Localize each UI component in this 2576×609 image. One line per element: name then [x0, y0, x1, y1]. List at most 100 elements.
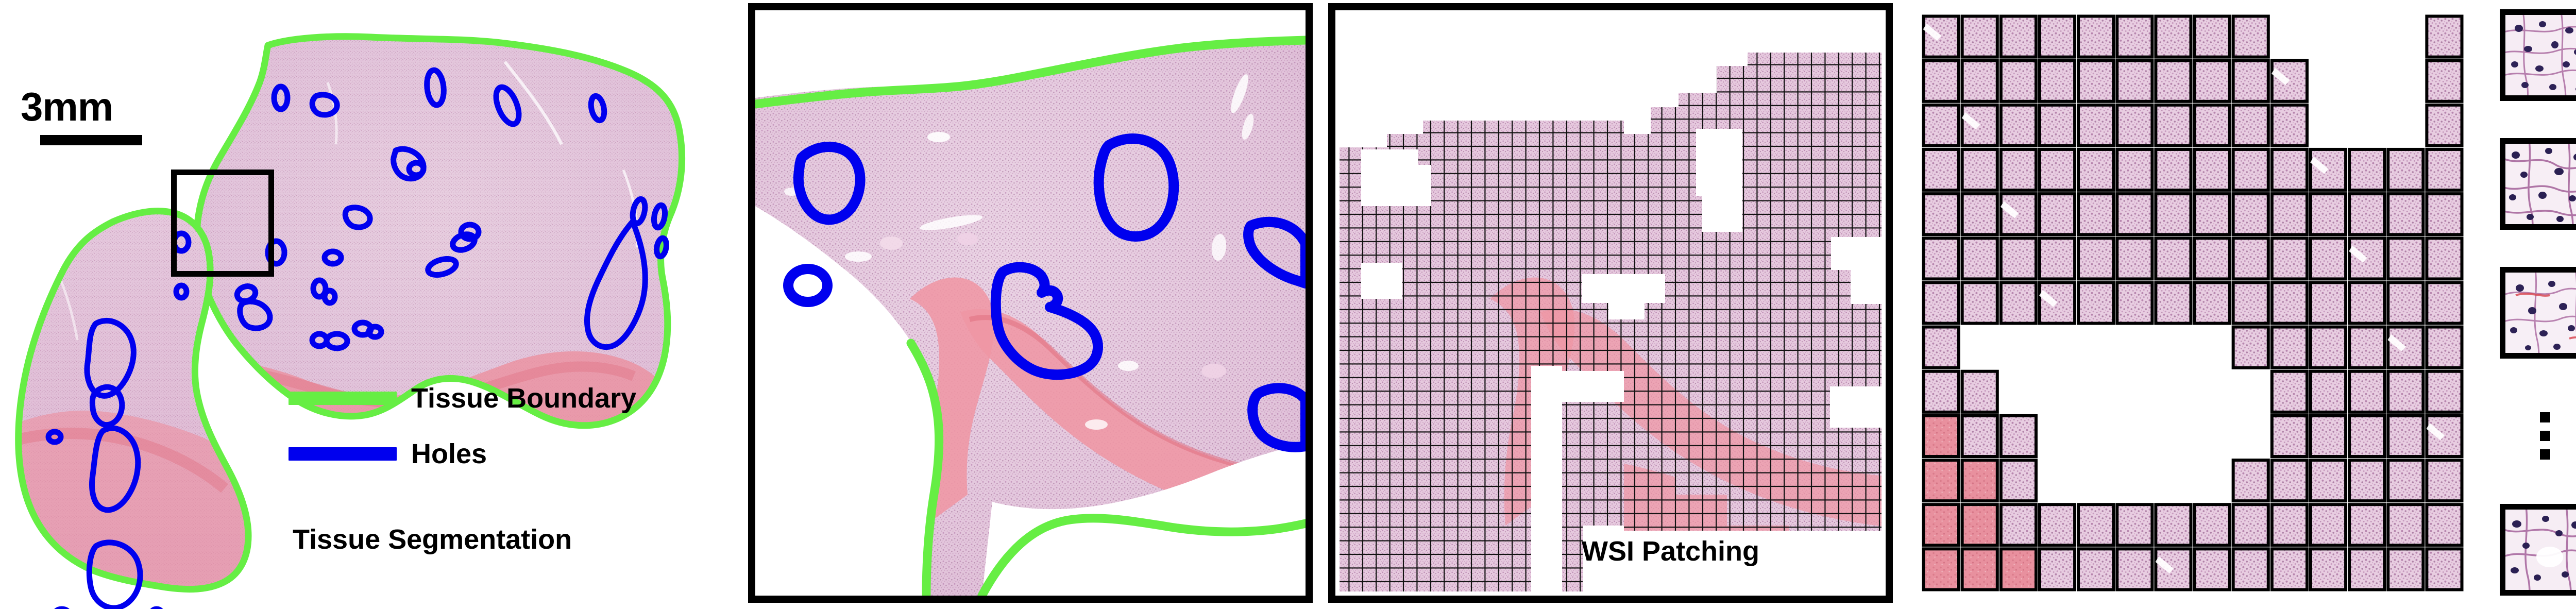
coarse-patch-tile	[1960, 547, 1999, 591]
coarse-patch-tile	[2425, 459, 2464, 503]
coarse-patch-tile	[2348, 414, 2386, 459]
extracted-patch-n[interactable]	[2500, 504, 2576, 596]
coarse-patch-tile	[1922, 59, 1960, 103]
coarse-patch-tile	[2386, 192, 2425, 236]
tile-lumen	[2271, 67, 2290, 86]
coarse-patch-tile	[2077, 192, 2115, 236]
roi-hole-contours	[783, 133, 1306, 452]
coarse-patch-tile	[2077, 547, 2115, 591]
tile-lumen	[2310, 157, 2329, 174]
tile-lumen	[2000, 201, 2019, 218]
extracted-patch-3[interactable]	[2500, 267, 2576, 359]
coarse-patch-tile	[2154, 147, 2193, 192]
roi-selection-box[interactable]	[171, 170, 274, 277]
coarse-patch-tile	[1999, 236, 2038, 281]
coarse-patch-tile	[1999, 459, 2038, 503]
coarse-patch-tile	[2309, 147, 2348, 192]
coarse-patch-tile	[2425, 369, 2464, 414]
coarse-patch-tile	[2231, 14, 2270, 59]
coarse-patch-tile	[2309, 236, 2348, 281]
coarse-patch-tile	[1960, 147, 1999, 192]
coarse-patch-tile	[2270, 459, 2309, 503]
coarse-patch-tile	[1960, 459, 1999, 503]
scalebar-bar	[40, 135, 142, 145]
coarse-patch-tile	[2270, 147, 2309, 192]
coarse-patch-tile	[1960, 503, 1999, 547]
coarse-patch-tile	[2231, 59, 2270, 103]
coarse-patch-tile	[2038, 14, 2077, 59]
roi-zoom-image	[755, 10, 1306, 596]
extracted-patch-2[interactable]	[2500, 138, 2576, 230]
coarse-patch-tile	[2425, 503, 2464, 547]
coarse-patch-tile	[2425, 192, 2464, 236]
coarse-patch-tile	[2231, 236, 2270, 281]
coarse-patch-tile	[2231, 459, 2270, 503]
coarse-patch-tile	[2115, 503, 2154, 547]
coarse-patch-tile	[2425, 547, 2464, 591]
coarse-patch-tile	[2038, 147, 2077, 192]
caption-wsi-patching: WSI Patching	[1582, 536, 1760, 567]
coarse-patch-tile	[2077, 14, 2115, 59]
coarse-patch-tile	[2154, 103, 2193, 147]
coarse-patch-grid-image	[1910, 3, 2475, 603]
coarse-patch-tile	[1922, 103, 1960, 147]
coarse-patch-tile	[2193, 59, 2231, 103]
caption-tissue-segmentation: Tissue Segmentation	[293, 524, 572, 555]
coarse-patch-tile	[2386, 369, 2425, 414]
tissue-boundary-swatch-icon	[289, 392, 397, 405]
coarse-patch-tile	[2270, 236, 2309, 281]
patch-image-2	[2505, 144, 2576, 224]
coarse-patch-tile	[2425, 59, 2464, 103]
wsi-patching-grid-image	[1335, 10, 1886, 596]
coarse-patch-tile	[1960, 414, 1999, 459]
tile-lumen	[2349, 245, 2367, 263]
coarse-patch-tile	[1922, 503, 1960, 547]
coarse-patch-tile	[2231, 547, 2270, 591]
tile-lumen	[2155, 556, 2174, 573]
coarse-patch-tile	[2231, 325, 2270, 369]
coarse-patch-tile	[2386, 414, 2425, 459]
coarse-patch-tile	[2193, 14, 2231, 59]
patch-image-1	[2505, 15, 2576, 95]
panel-coarse-patch-grid	[1910, 3, 2475, 603]
coarse-patch-tile	[1922, 369, 1960, 414]
coarse-patch-tile	[1960, 59, 1999, 103]
coarse-patch-tile	[1922, 414, 1960, 459]
coarse-patch-tile	[2425, 414, 2464, 459]
coarse-patch-tile	[1960, 369, 1999, 414]
extracted-patch-1[interactable]	[2500, 9, 2576, 101]
coarse-patch-tile	[2115, 14, 2154, 59]
coarse-patch-tile	[2425, 147, 2464, 192]
coarse-patch-tile	[2193, 236, 2231, 281]
caption-backing-plate	[1583, 531, 1886, 596]
coarse-patch-tile	[2348, 503, 2386, 547]
coarse-patch-tile	[2348, 281, 2386, 325]
coarse-patch-tile	[1999, 414, 2038, 459]
coarse-patch-tile	[1922, 14, 1960, 59]
coarse-patch-tile	[2077, 103, 2115, 147]
coarse-patch-tile	[2115, 59, 2154, 103]
panel-roi-zoom	[748, 3, 1313, 603]
coarse-patch-tile	[2077, 503, 2115, 547]
coarse-patch-tile	[2386, 325, 2425, 369]
coarse-patch-tile	[2115, 147, 2154, 192]
coarse-patch-tile	[1922, 325, 1960, 369]
coarse-patch-tile	[2154, 59, 2193, 103]
coarse-patch-tile	[2348, 459, 2386, 503]
coarse-patch-tile	[2348, 147, 2386, 192]
legend-item-holes: Holes	[289, 435, 636, 472]
coarse-patch-tile	[2270, 325, 2309, 369]
coarse-patch-tile	[2154, 192, 2193, 236]
coarse-patch-tile	[2077, 236, 2115, 281]
coarse-patch-tile	[2115, 236, 2154, 281]
coarse-patch-tile	[2193, 281, 2231, 325]
coarse-patch-tile	[1999, 14, 2038, 59]
tile-lumen	[1961, 112, 1980, 130]
coarse-patch-tile	[2154, 281, 2193, 325]
coarse-patch-tile	[2231, 192, 2270, 236]
coarse-patch-tile	[2270, 414, 2309, 459]
coarse-patch-tile	[2309, 281, 2348, 325]
coarse-patch-tile	[2270, 281, 2309, 325]
coarse-patch-tile	[1922, 147, 1960, 192]
